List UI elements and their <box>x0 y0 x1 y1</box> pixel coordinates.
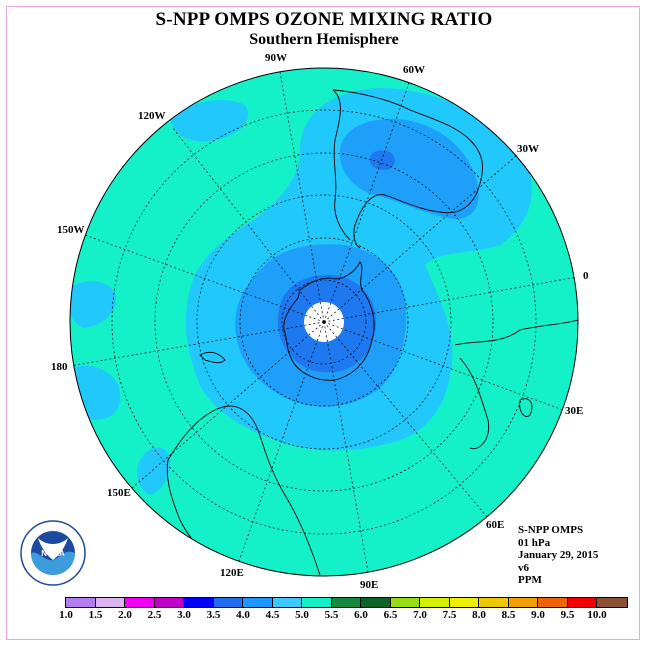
coast-south-america <box>332 89 483 249</box>
colorbar-segment <box>125 598 155 607</box>
info-units: PPM <box>518 574 542 586</box>
colorbar-segment <box>184 598 214 607</box>
colorbar-segment <box>508 598 538 607</box>
info-date: January 29, 2015 <box>518 549 599 561</box>
info-instrument: S-NPP OMPS <box>518 524 584 536</box>
colorbar-segment <box>272 598 302 607</box>
meridian-90w <box>279 71 325 323</box>
lon-label-30w: 30W <box>517 143 539 155</box>
coast-africa <box>454 319 578 450</box>
colorbar-segment <box>331 598 361 607</box>
meridian-120e <box>238 321 325 562</box>
band-4-0-to-4-5-tasman <box>137 447 171 495</box>
meridian-150e <box>131 321 325 489</box>
lon-label-90e: 90E <box>360 579 378 591</box>
colorbar-tick-label: 5.5 <box>324 609 339 621</box>
colorbar-tick-label: 2.0 <box>118 609 132 621</box>
colorbar-segment <box>567 598 597 607</box>
meridian-90e <box>323 321 369 573</box>
meridian-30e <box>323 321 564 411</box>
info-version: v6 <box>518 561 529 574</box>
lon-label-150e: 150E <box>107 487 131 499</box>
colorbar-tick-label: 7.0 <box>413 609 427 621</box>
meridian-30w <box>323 155 517 323</box>
meridian-60e <box>323 321 488 518</box>
graticule <box>70 71 578 573</box>
colorbar-tick-label: 1.0 <box>59 609 73 621</box>
coast-madagascar <box>519 398 533 417</box>
colorbar-tick-label: 9.0 <box>531 609 545 621</box>
band-3-0-to-3-5-south-america <box>369 150 395 170</box>
colorbar-tick-label: 6.5 <box>383 609 398 621</box>
lon-label-120e: 120E <box>220 567 244 579</box>
colorbar-tick-label: 2.5 <box>147 609 162 621</box>
colorbar-segment <box>449 598 479 607</box>
plot-frame <box>6 6 640 640</box>
colorbar-segment <box>597 598 627 607</box>
coast-new-zealand <box>199 351 226 364</box>
colorbar-tick-label: 5.0 <box>295 609 309 621</box>
lon-label-0: 0 <box>583 270 589 282</box>
colorbar-ticks: 1.0 1.5 2.0 2.5 3.0 3.5 4.0 4.5 5.0 5.5 6.0 6.5 7.0 7… <box>50 609 610 623</box>
meridian-60w <box>323 82 410 323</box>
colorbar-segment <box>243 598 273 607</box>
colorbar-tick-label: 3.0 <box>177 609 191 621</box>
band-4-0-to-4-5-pacific-west <box>70 281 116 328</box>
colorbar-tick-label: 3.5 <box>206 609 221 621</box>
band-4-0-to-4-5-pacific-east <box>170 100 249 142</box>
map-boundary <box>69 67 579 577</box>
lon-label-150w: 150W <box>57 224 85 236</box>
meridian-120w <box>171 126 325 323</box>
colorbar-segment <box>95 598 125 607</box>
colorbar-tick-label: 8.0 <box>472 609 486 621</box>
lon-label-60w: 60W <box>403 64 425 76</box>
lon-label-90w: 90W <box>265 52 287 64</box>
colorbar-segment <box>302 598 332 607</box>
info-block: S-NPP OMPS 01 hPa January 29, 2015 v6 PP… <box>518 524 598 587</box>
lon-label-180: 180 <box>51 361 68 373</box>
colorbar <box>65 597 628 608</box>
map-subtitle: Southern Hemisphere <box>249 31 399 48</box>
lon-label-120w: 120W <box>138 110 166 122</box>
colorbar-tick-label: 4.0 <box>236 609 250 621</box>
colorbar-segment <box>390 598 420 607</box>
colorbar-tick-label: 10.0 <box>587 609 607 621</box>
colorbar-tick-label: 9.5 <box>560 609 575 621</box>
latitude-circle <box>154 152 494 492</box>
colorbar-tick-label: 6.0 <box>354 609 368 621</box>
colorbar-segment <box>154 598 184 607</box>
latitude-circle <box>281 279 367 365</box>
colorbar-tick-label: 4.5 <box>265 609 280 621</box>
colorbar-tick-label: 7.5 <box>442 609 457 621</box>
colorbar-segment <box>213 598 243 607</box>
colorbar-segment <box>479 598 509 607</box>
colorbar-segment <box>538 598 568 607</box>
south-pole-marker <box>322 320 326 324</box>
lon-label-60e: 60E <box>486 519 504 531</box>
colorbar-segment <box>66 598 96 607</box>
colorbar-tick-label: 1.5 <box>88 609 103 621</box>
svg-text:NOAA: NOAA <box>41 549 65 558</box>
map-title: S-NPP OMPS OZONE MIXING RATIO <box>155 9 493 30</box>
latitude-circle <box>196 194 452 450</box>
band-3-5-to-4-0-south-america <box>339 118 479 219</box>
latitude-circle <box>239 237 409 407</box>
info-pressure-level: 01 hPa <box>518 536 551 549</box>
latitude-circle <box>111 109 537 535</box>
colorbar-tick-label: 8.5 <box>501 609 516 621</box>
lon-label-30e: 30E <box>565 405 583 417</box>
colorbar-segment <box>361 598 391 607</box>
colorbar-segment <box>420 598 450 607</box>
meridian-150w <box>84 234 325 323</box>
noaa-logo: NOAA <box>20 520 86 586</box>
